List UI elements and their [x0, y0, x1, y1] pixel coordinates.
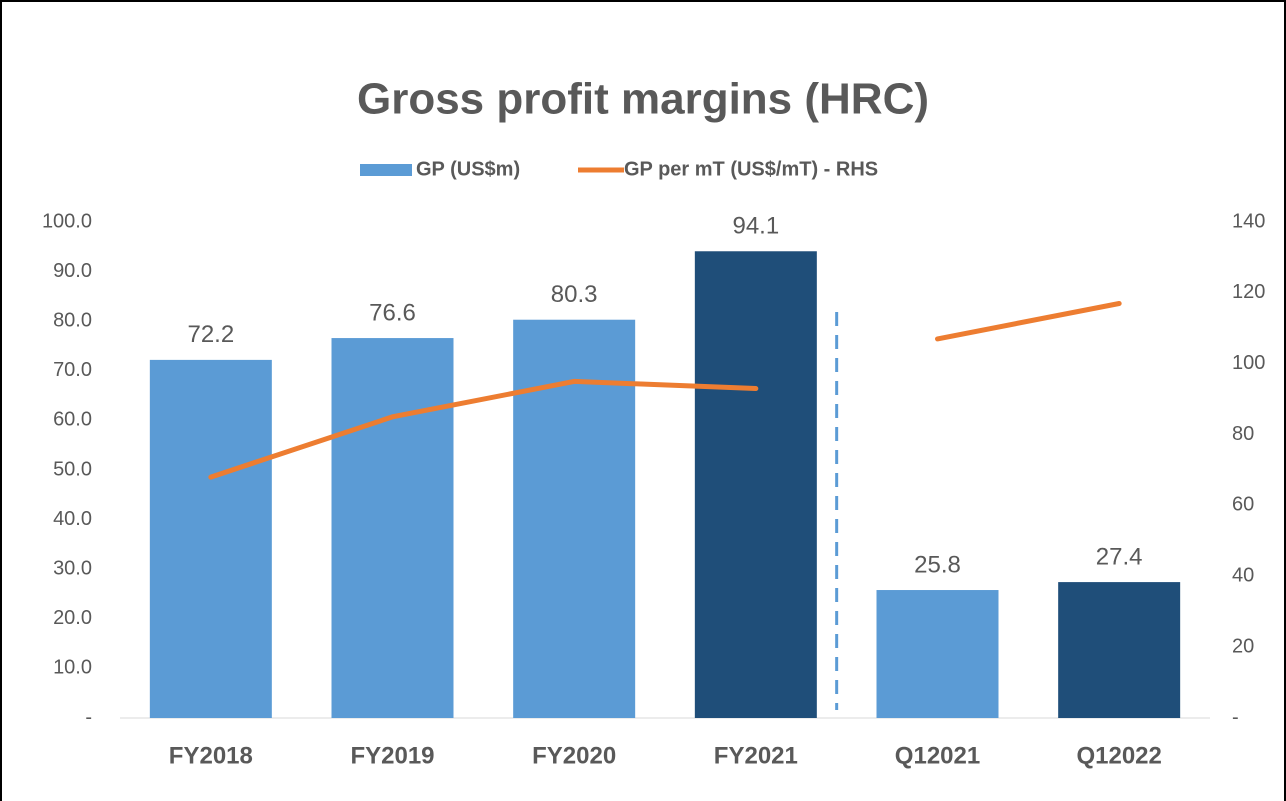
y-tick-label: 10.0: [53, 657, 92, 679]
legend-label: GP per mT (US$/mT) - RHS: [624, 158, 878, 180]
data-label: 27.4: [1096, 543, 1143, 570]
bar: [513, 319, 636, 718]
y-tick-label: 50.0: [53, 458, 92, 480]
y2-tick-label: 140: [1232, 210, 1265, 232]
y2-tick-label: 80: [1232, 423, 1254, 445]
y-tick-label: 40.0: [53, 508, 92, 530]
x-tick-label: Q12021: [895, 742, 980, 769]
y-tick-label: 100.0: [42, 210, 92, 232]
bar: [149, 359, 272, 718]
y-tick-label: 90.0: [53, 260, 92, 282]
y-tick-label: 30.0: [53, 557, 92, 579]
bar: [694, 251, 817, 718]
y2-tick-label: 60: [1232, 494, 1254, 516]
x-tick-label: FY2021: [714, 742, 798, 769]
data-label: 76.6: [369, 299, 416, 326]
y-tick-label: 60.0: [53, 409, 92, 431]
legend-label: GP (US$m): [416, 158, 520, 180]
y2-tick-label: 20: [1232, 635, 1254, 657]
line: [208, 378, 759, 480]
data-label: 94.1: [732, 213, 779, 240]
chart-title: Gross profit margins (HRC): [357, 75, 929, 124]
y2-tick-label: 100: [1232, 352, 1265, 374]
bar: [331, 338, 454, 718]
x-tick-label: FY2019: [350, 742, 434, 769]
data-label: 80.3: [551, 281, 598, 308]
y-tick-label: 20.0: [53, 607, 92, 629]
bar: [876, 590, 999, 718]
y2-tick-label: -: [1232, 706, 1239, 728]
y2-tick-label: 40: [1232, 565, 1254, 587]
x-tick-label: FY2020: [532, 742, 616, 769]
y-tick-label: -: [85, 706, 92, 728]
data-label: 25.8: [914, 551, 961, 578]
legend-swatch: [360, 164, 412, 176]
bar: [1058, 582, 1181, 718]
y-tick-label: 70.0: [53, 359, 92, 381]
x-tick-label: Q12022: [1076, 742, 1161, 769]
line: [935, 300, 1122, 342]
y2-tick-label: 120: [1232, 281, 1265, 303]
y-tick-label: 80.0: [53, 309, 92, 331]
data-label: 72.2: [187, 321, 234, 348]
x-tick-label: FY2018: [169, 742, 253, 769]
